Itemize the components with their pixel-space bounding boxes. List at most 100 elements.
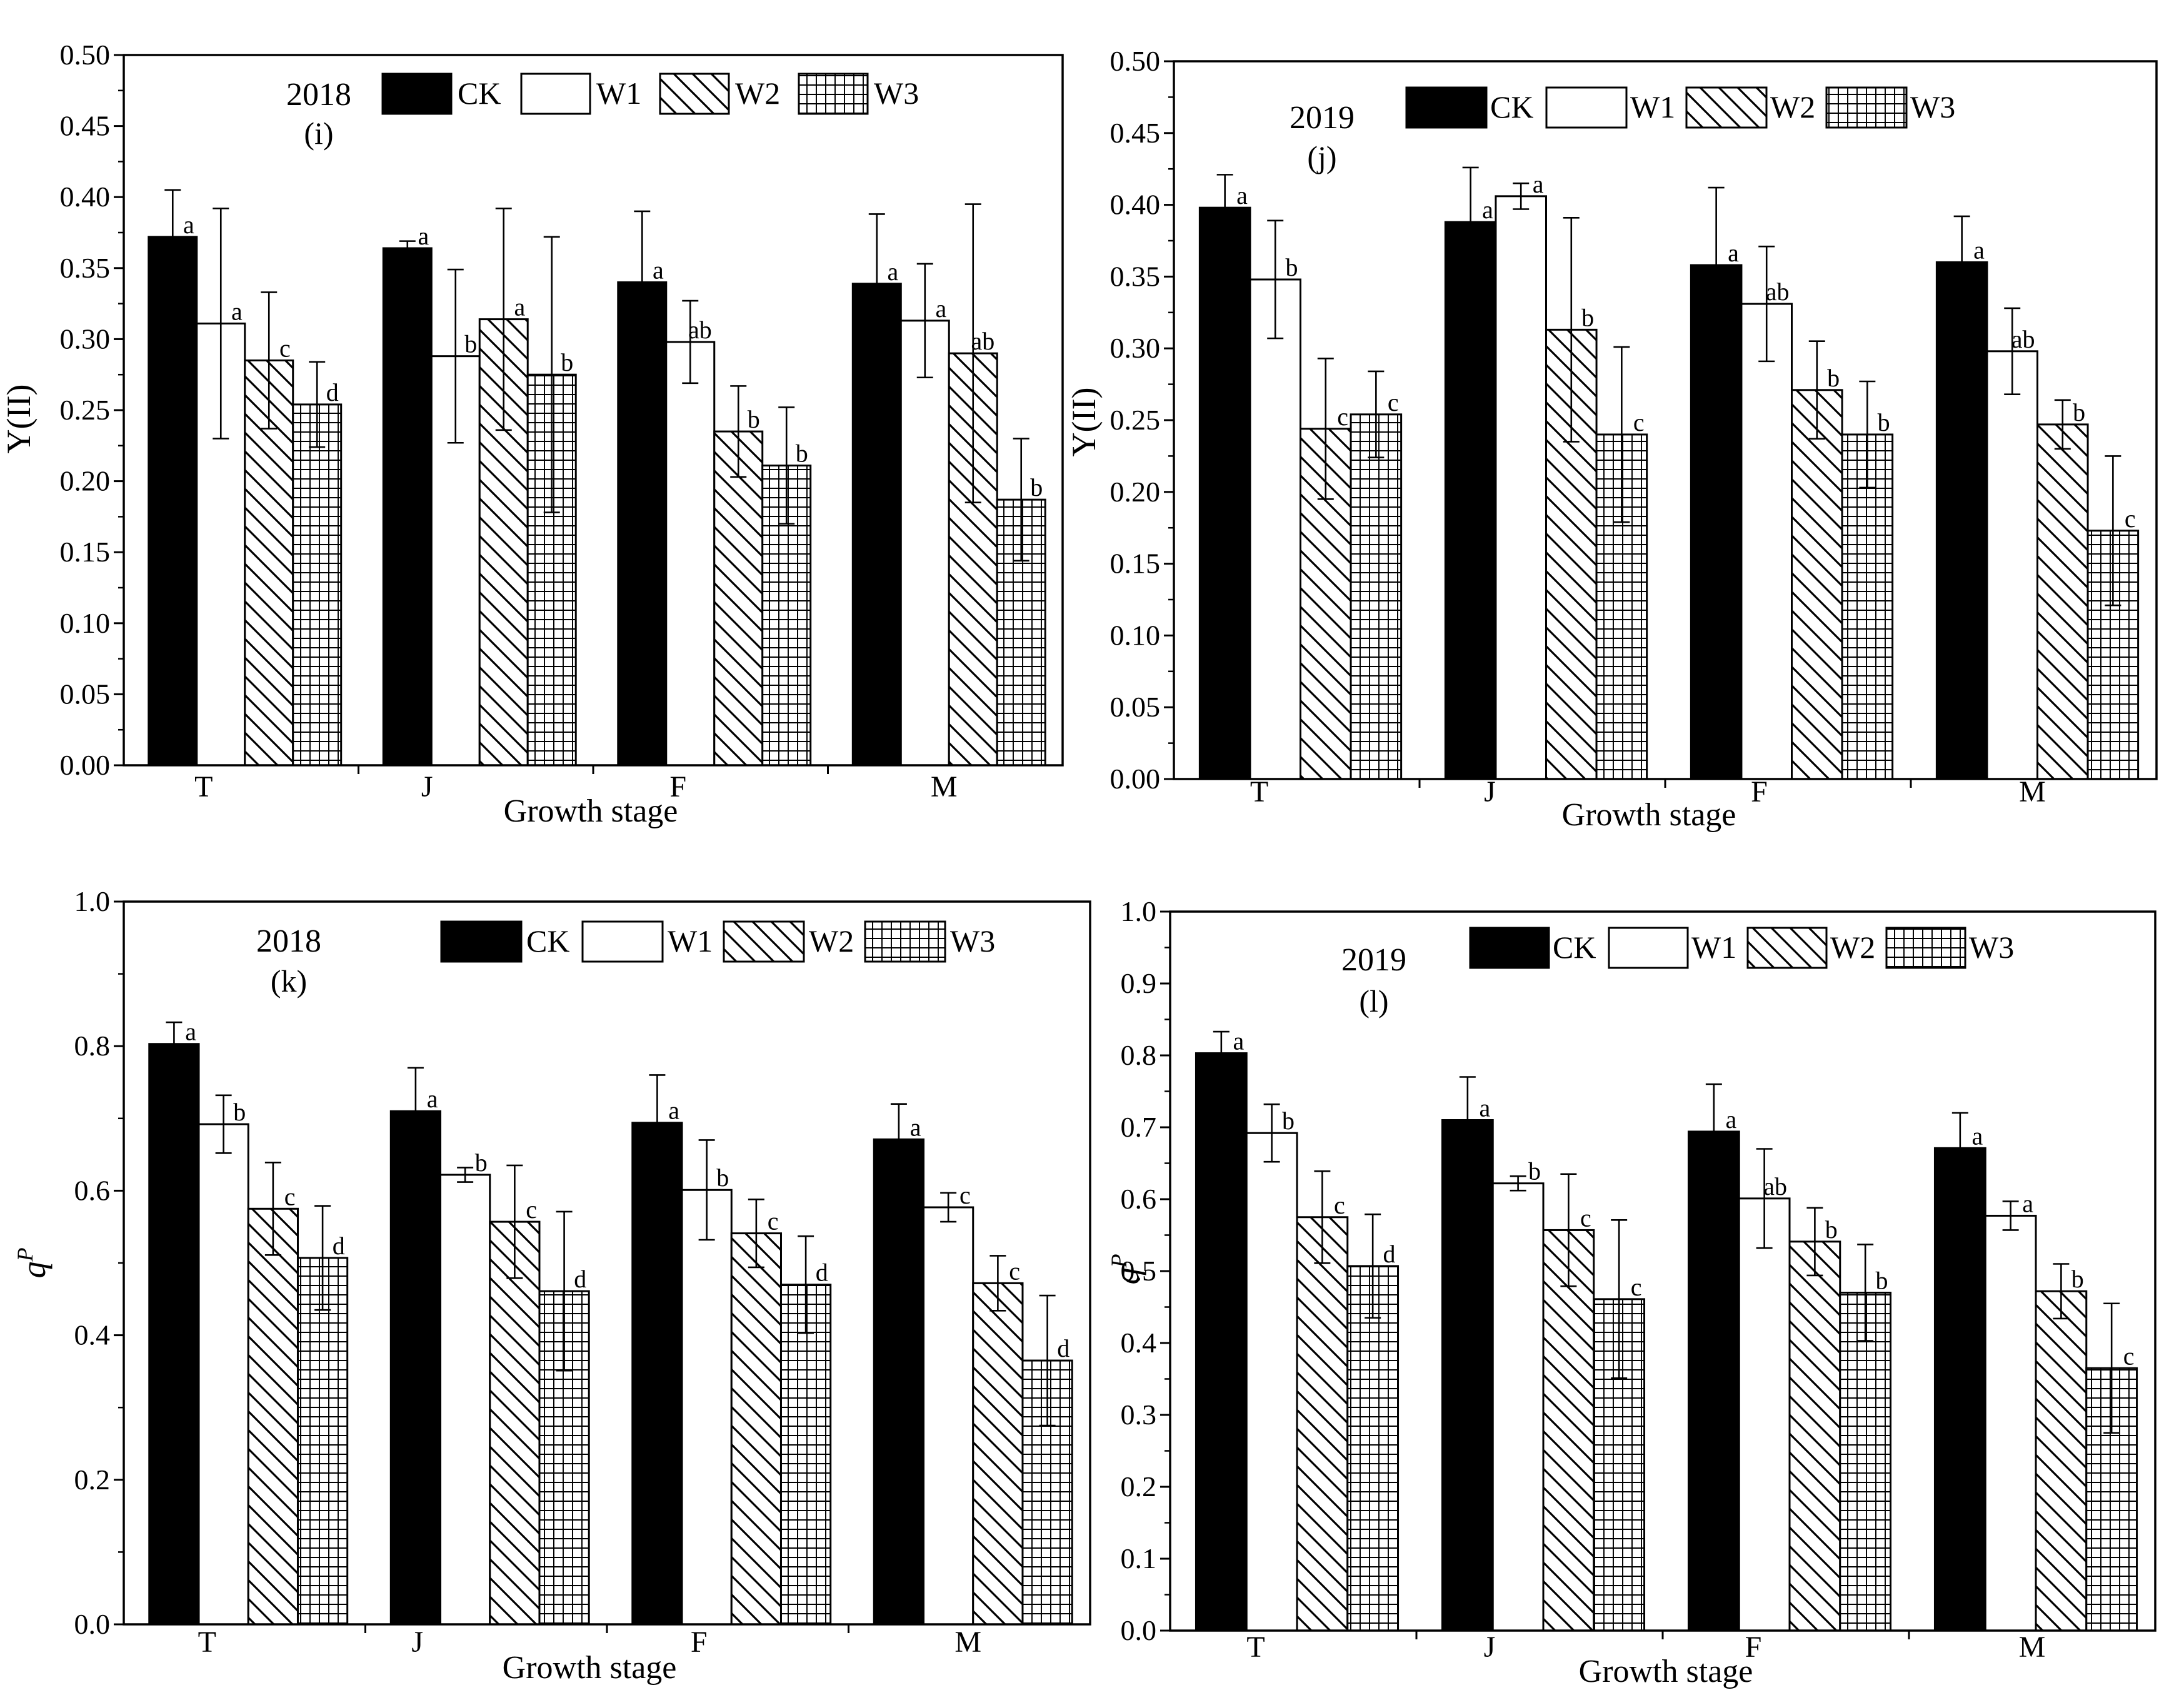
legend-label-ck: CK [1490,89,1533,124]
panel-id-label: (l) [1359,983,1388,1018]
significance-label: b [1581,303,1594,331]
panel-id-label: (i) [304,116,333,151]
x-category-label: M [931,770,958,803]
significance-label: d [333,1232,345,1260]
bar-w2-f [730,1232,782,1626]
bar-ck-m [1935,261,1988,780]
bar-w3-f [1839,1292,1892,1632]
bar-w1-m [1984,1214,2037,1632]
y-tick-label: 0.20 [1110,476,1161,508]
y-tick-label: 0.0 [74,1608,111,1640]
bar-ck-m [1933,1147,1986,1632]
legend-label-w1: W1 [596,76,641,111]
bar-w1-j [1491,1182,1545,1632]
bar-w1-j [439,1174,491,1626]
significance-label: b [1286,253,1298,281]
legend-swatch-ck [1405,86,1488,129]
bar-ck-f [1687,1130,1740,1632]
x-category-label: T [194,770,213,803]
x-category-label: M [954,1626,981,1659]
legend-swatch-w2 [723,920,805,963]
bar-w1-f [665,341,716,767]
legend-swatch-w3 [864,920,946,963]
y-tick-label: 0.2 [1121,1471,1157,1502]
legend-label-w3: W3 [874,76,919,111]
significance-label: b [1825,1215,1838,1244]
significance-label: a [1479,1094,1490,1122]
legend-label-w2: W2 [809,923,854,958]
bar-w2-j [489,1220,541,1626]
y-tick-label: 0.15 [1110,548,1161,580]
x-category-label: M [2019,775,2046,808]
y-tick-label: 0.10 [60,607,111,639]
x-category-label: F [1745,1631,1762,1664]
x-category-label: J [411,1626,423,1659]
y-tick-label: 0.5 [1121,1255,1157,1287]
y-tick-label: 0.50 [1110,45,1161,77]
y-tick-label: 0.4 [1121,1327,1157,1359]
x-category-label: F [1751,775,1768,808]
y-tick-label: 0.00 [1110,763,1161,795]
significance-label: a [2022,1189,2033,1217]
bar-w3-t [296,1257,349,1626]
legend-label-w1: W1 [1630,89,1675,124]
bar-ck-t [1195,1052,1248,1632]
y-tick-label: 0.40 [60,181,111,213]
significance-label: c [1334,1191,1345,1219]
legend-swatch-w1 [1545,86,1628,129]
panel-id-label: (j) [1307,139,1336,174]
bar-w2-m [2036,423,2089,780]
significance-label: a [1971,1122,1983,1150]
bar-ck-t [148,236,198,767]
bar-w2-t [247,1207,299,1626]
bar-w1-j [1495,195,1548,780]
y-tick-label: 0.15 [60,536,111,568]
significance-label: a [1728,239,1739,267]
significance-label: b [1878,408,1890,436]
significance-label: d [326,378,339,406]
significance-label: a [514,293,525,321]
x-category-label: T [1250,775,1268,808]
y-tick-label: 0.35 [60,252,111,284]
significance-label: c [768,1207,779,1235]
panel-year-title: 2018 [256,923,321,959]
significance-label: b [464,330,477,358]
y-tick-label: 0.30 [1110,332,1161,364]
y-tick-label: 0.10 [1110,619,1161,651]
bar-w2-t [1296,1216,1349,1632]
bar-w1-f [1740,303,1793,780]
significance-label: ab [1763,1172,1787,1200]
y-tick-label: 0.1 [1121,1542,1157,1574]
y-tick-label: 0.30 [60,323,111,355]
x-category-label: T [198,1626,216,1659]
significance-label: c [1580,1204,1591,1232]
x-axis-title: Growth stage [503,1650,677,1686]
y-tick-label: 0.45 [60,110,111,142]
significance-label: a [231,297,243,325]
legend-swatch-w1 [520,73,591,115]
bar-w3-t [1346,1265,1400,1632]
bar-ck-t [148,1043,200,1626]
legend-swatch-w1 [1608,927,1689,969]
bar-ck-f [617,281,668,767]
legend-label-ck: CK [526,923,569,958]
significance-label: b [475,1149,488,1177]
bar-w1-f [681,1189,733,1626]
legend-swatch-w3 [1825,86,1908,129]
y-tick-label: 0.7 [1121,1111,1157,1143]
significance-label: b [1528,1157,1541,1185]
significance-label: a [427,1085,438,1113]
x-axis-title: Growth stage [1579,1654,1753,1689]
significance-label: ab [688,316,712,344]
bar-w1-m [899,319,950,767]
significance-label: c [2123,1342,2135,1370]
legend-label-w2: W2 [1830,930,1875,965]
x-category-label: J [421,770,433,803]
bar-w1-m [923,1206,974,1626]
y-tick-label: 0.20 [60,465,111,497]
x-category-label: J [1484,775,1496,808]
y-tick-label: 0.05 [1110,691,1161,723]
x-category-label: M [2019,1631,2046,1664]
legend-label-w3: W3 [1969,930,2014,965]
legend-swatch-w2 [659,73,730,115]
